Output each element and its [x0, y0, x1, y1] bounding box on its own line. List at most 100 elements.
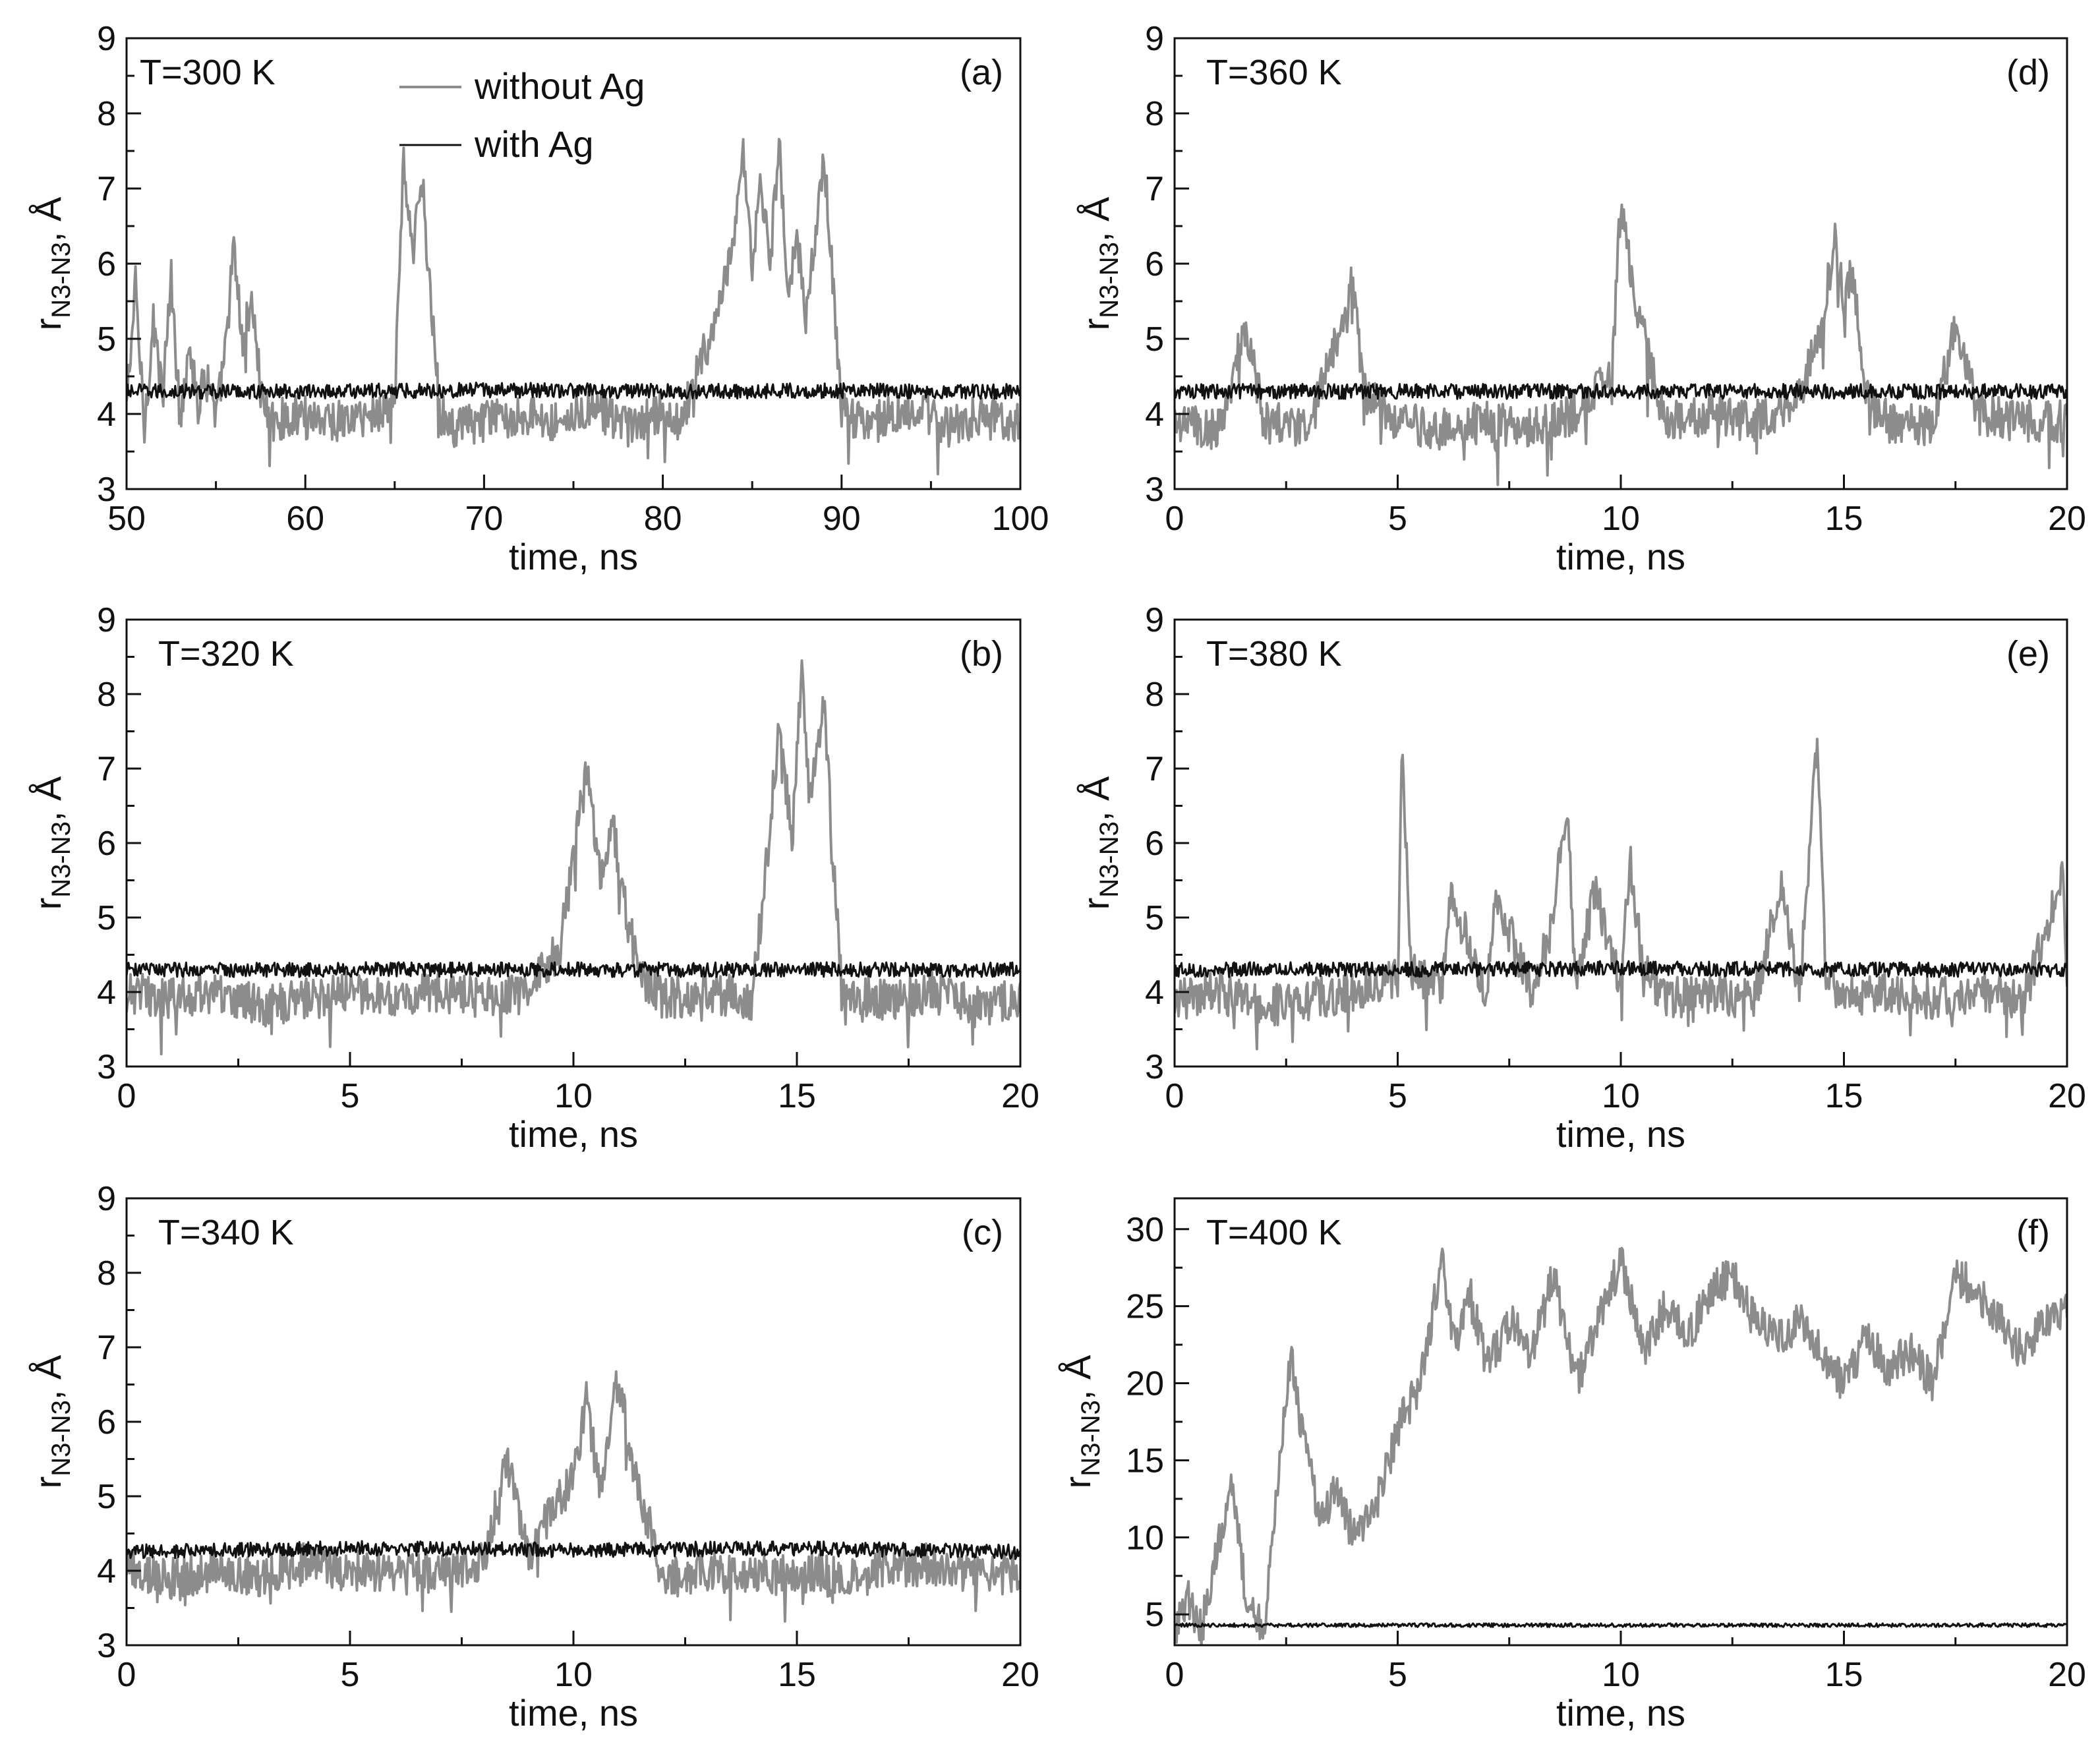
series-line-without-ag [1175, 1246, 2067, 1645]
y-axis-title: rN3-N3, Å [1075, 196, 1124, 330]
series-line-with-ag [127, 381, 1020, 400]
legend-label-without-ag: without Ag [474, 65, 645, 107]
x-tick-label: 15 [778, 1077, 816, 1115]
x-tick-label: 5 [341, 1656, 360, 1694]
y-tick-label: 4 [97, 1552, 116, 1591]
y-tick-label: 5 [1145, 899, 1164, 937]
x-axis-title: time, ns [509, 536, 638, 577]
series-line-without-ag [127, 138, 1020, 476]
series-line-with-ag [1175, 960, 2067, 978]
x-axis-title: time, ns [1556, 1692, 1685, 1734]
x-tick-label: 70 [465, 500, 503, 538]
series-line-with-ag [127, 961, 1020, 978]
series-line-without-ag [127, 1370, 1020, 1623]
x-tick-label: 5 [341, 1077, 360, 1115]
y-tick-label: 7 [97, 750, 116, 788]
x-tick-label: 0 [117, 1656, 136, 1694]
y-tick-label: 6 [97, 245, 116, 283]
x-tick-label: 20 [2048, 500, 2086, 538]
x-axis-title: time, ns [1556, 1113, 1685, 1155]
series-group [127, 1370, 1020, 1623]
x-tick-label: 50 [107, 500, 146, 538]
series-group [1175, 203, 2067, 486]
y-tick-label: 7 [1145, 750, 1164, 788]
x-tick-label: 0 [1165, 1077, 1184, 1115]
y-tick-label: 3 [1145, 1048, 1164, 1086]
y-tick-label: 7 [97, 1329, 116, 1367]
x-axis-title: time, ns [509, 1692, 638, 1734]
y-tick-label: 25 [1126, 1288, 1164, 1326]
y-axis-title: rN3-N3, Å [27, 1355, 76, 1488]
x-tick-label: 60 [286, 500, 324, 538]
panel-a: 50 60 70 80 90 100 3 4 5 6 7 8 9 time, ns rN3-N3, Å T=3… [27, 20, 1049, 577]
legend: without Ag with Ag [399, 65, 645, 165]
series-group [1175, 1246, 2067, 1645]
panel-b: 0 5 10 15 20 3 4 5 6 7 8 9 time, ns rN3-N3, Å T=320 K (… [27, 601, 1039, 1155]
panel-letter: (e) [2006, 634, 2050, 674]
y-tick-label: 3 [1145, 471, 1164, 509]
panel-c: 0 5 10 15 20 3 4 5 6 7 8 9 time, ns rN3-N3, Å T=340 K (… [27, 1180, 1039, 1734]
x-tick-label: 15 [1825, 1656, 1863, 1694]
series-line-with-ag [1175, 382, 2067, 400]
x-tick-label: 5 [1388, 1077, 1407, 1115]
series-line-without-ag [1175, 738, 2067, 1051]
y-tick-label: 30 [1126, 1211, 1164, 1249]
x-tick-label: 15 [1825, 500, 1863, 538]
y-axis-title: rN3-N3, Å [27, 196, 76, 330]
series-line-without-ag [1175, 203, 2067, 486]
y-tick-label: 9 [97, 601, 116, 639]
panel-letter: (a) [960, 53, 1003, 92]
x-tick-label: 5 [1388, 500, 1407, 538]
x-tick-label: 80 [644, 500, 682, 538]
x-tick-label: 0 [1165, 500, 1184, 538]
x-tick-label: 20 [1001, 1077, 1039, 1115]
legend-label-with-ag: with Ag [474, 123, 594, 165]
x-axis-title: time, ns [1556, 536, 1685, 577]
temperature-label: T=400 K [1206, 1213, 1342, 1252]
y-tick-label: 5 [97, 1478, 116, 1516]
y-tick-label: 5 [1145, 1596, 1164, 1634]
y-tick-label: 4 [97, 974, 116, 1012]
x-tick-label: 5 [1388, 1656, 1407, 1694]
y-tick-label: 3 [97, 471, 116, 509]
y-tick-label: 3 [97, 1048, 116, 1086]
panel-letter: (c) [962, 1213, 1003, 1252]
temperature-label: T=320 K [158, 634, 294, 674]
x-tick-label: 15 [778, 1656, 816, 1694]
y-tick-label: 6 [1145, 245, 1164, 283]
x-tick-label: 0 [117, 1077, 136, 1115]
y-tick-label: 9 [1145, 20, 1164, 58]
y-tick-label: 9 [1145, 601, 1164, 639]
temperature-label: T=380 K [1206, 634, 1342, 674]
y-tick-label: 10 [1126, 1519, 1164, 1557]
temperature-label: T=360 K [1206, 53, 1342, 92]
x-tick-label: 90 [823, 500, 861, 538]
series-line-without-ag [127, 659, 1020, 1056]
panel-e: 0 5 10 15 20 3 4 5 6 7 8 9 time, ns rN3-N3, Å T=380 K (… [1075, 601, 2086, 1155]
panel-letter: (d) [2006, 53, 2050, 92]
series-group [127, 659, 1020, 1056]
y-tick-label: 8 [97, 95, 116, 133]
series-line-with-ag [127, 1540, 1020, 1560]
panel-d: 0 5 10 15 20 3 4 5 6 7 8 9 time, ns rN3-N3, Å T=360 K (… [1075, 20, 2086, 577]
y-axis-title: rN3-N3, Å [27, 776, 76, 910]
y-tick-label: 9 [97, 1180, 116, 1218]
x-tick-label: 20 [2048, 1077, 2086, 1115]
series-group [127, 138, 1020, 476]
y-tick-label: 3 [97, 1627, 116, 1665]
y-tick-label: 8 [1145, 95, 1164, 133]
x-tick-label: 10 [1602, 500, 1640, 538]
y-tick-label: 6 [97, 1403, 116, 1442]
panel-letter: (f) [2016, 1213, 2050, 1252]
y-axis-title: rN3-N3, Å [1075, 776, 1124, 910]
x-tick-label: 10 [554, 1656, 593, 1694]
temperature-label: T=300 K [140, 53, 276, 92]
y-tick-label: 6 [1145, 825, 1164, 863]
y-tick-label: 8 [97, 676, 116, 714]
x-tick-label: 20 [2048, 1656, 2086, 1694]
panel-letter: (b) [960, 634, 1003, 674]
y-tick-label: 7 [1145, 170, 1164, 208]
y-tick-label: 8 [97, 1254, 116, 1293]
